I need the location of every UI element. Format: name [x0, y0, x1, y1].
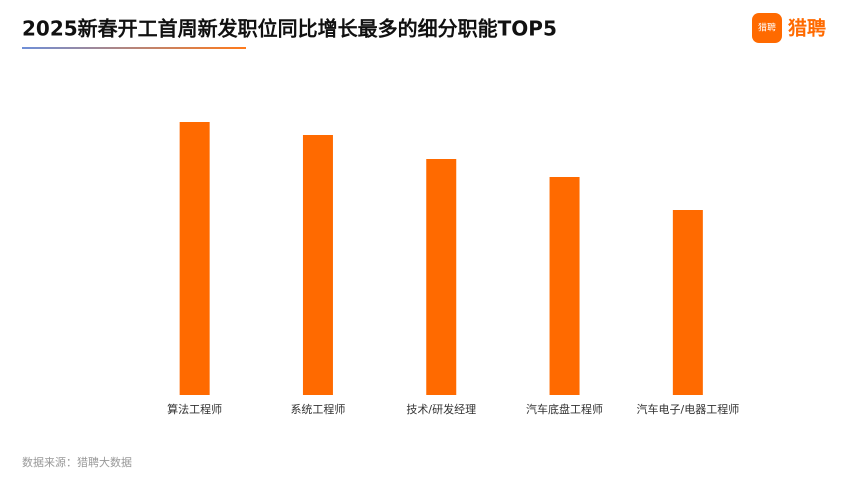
logo-icon	[752, 13, 782, 43]
bar	[549, 177, 580, 395]
title-underline	[22, 47, 246, 49]
x-tick-label: 汽车底盘工程师	[526, 402, 603, 416]
chart-title: 2025新春开工首周新发职位同比增长最多的细分职能TOP5	[22, 17, 557, 41]
bar	[426, 159, 457, 395]
bar	[302, 135, 333, 395]
x-tick-label: 系统工程师	[290, 403, 345, 416]
bar	[672, 210, 703, 395]
x-tick-label: 汽车电子/电器工程师	[636, 402, 739, 416]
source-note: 数据来源：猎聘大数据	[22, 455, 132, 469]
x-tick-label: 算法工程师	[167, 402, 222, 416]
bar	[179, 122, 210, 395]
logo-icon-text: 猎聘	[758, 22, 776, 34]
x-tick-label: 技术/研发经理	[406, 402, 476, 416]
logo-text: 猎聘	[788, 17, 826, 40]
